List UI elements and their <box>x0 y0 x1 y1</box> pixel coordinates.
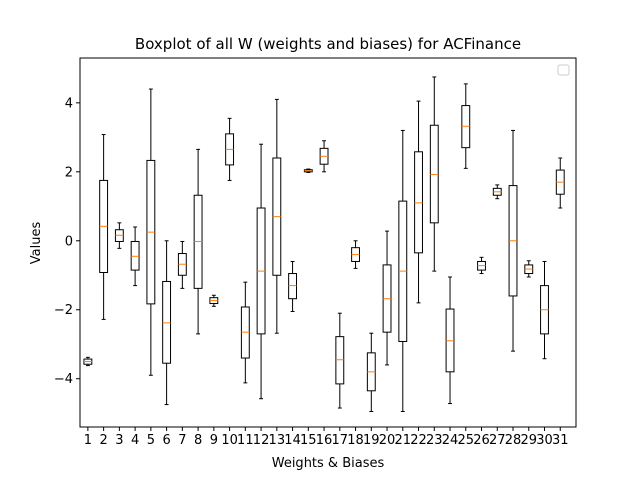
x-tick-label-26: 26 <box>473 433 490 448</box>
y-tick-label-4: 4 <box>65 96 73 111</box>
box-22-iqr <box>414 151 423 254</box>
x-tick-label-29: 29 <box>520 433 537 448</box>
box-6-iqr <box>162 280 172 364</box>
x-tick-label-13: 13 <box>269 433 286 448</box>
y-tick-label-0: 0 <box>65 234 73 249</box>
x-tick-label-4: 4 <box>131 433 139 448</box>
box-17-iqr <box>335 336 345 385</box>
legend-box <box>557 64 570 76</box>
x-tick-label-16: 16 <box>316 433 333 448</box>
x-tick-label-6: 6 <box>162 433 170 448</box>
x-tick-label-3: 3 <box>115 433 123 448</box>
box-4-iqr <box>130 240 140 271</box>
x-tick-label-21: 21 <box>395 433 412 448</box>
x-tick-label-22: 22 <box>410 433 427 448</box>
x-tick-label-2: 2 <box>99 433 107 448</box>
x-tick-label-19: 19 <box>363 433 380 448</box>
plot-frame <box>79 57 577 428</box>
x-tick-label-10: 10 <box>221 433 238 448</box>
x-tick-label-11: 11 <box>237 433 254 448</box>
x-tick-label-1: 1 <box>84 433 92 448</box>
x-tick-label-17: 17 <box>332 433 349 448</box>
x-tick-label-25: 25 <box>458 433 475 448</box>
box-14-iqr <box>288 273 298 300</box>
x-tick-label-8: 8 <box>194 433 202 448</box>
x-tick-label-7: 7 <box>178 433 186 448</box>
x-tick-label-30: 30 <box>536 433 553 448</box>
x-tick-label-20: 20 <box>379 433 396 448</box>
chart-title: Boxplot of all W (weights and biases) fo… <box>135 35 521 53</box>
x-tick-label-23: 23 <box>426 433 443 448</box>
x-axis-label: Weights & Biases <box>272 456 385 471</box>
y-tick-label--4: −4 <box>54 372 73 387</box>
x-tick-label-24: 24 <box>442 433 459 448</box>
x-tick-label-9: 9 <box>210 433 218 448</box>
x-tick-label-5: 5 <box>147 433 155 448</box>
x-tick-label-18: 18 <box>347 433 364 448</box>
x-tick-label-15: 15 <box>300 433 317 448</box>
x-tick-label-12: 12 <box>253 433 270 448</box>
x-tick-label-27: 27 <box>489 433 506 448</box>
x-tick-label-31: 31 <box>552 433 569 448</box>
y-tick-label--2: −2 <box>54 303 73 318</box>
x-tick-label-14: 14 <box>284 433 301 448</box>
x-tick-label-28: 28 <box>505 433 522 448</box>
y-axis-label: Values <box>29 222 44 265</box>
y-tick-label-2: 2 <box>65 165 73 180</box>
box-23-iqr <box>429 124 439 224</box>
